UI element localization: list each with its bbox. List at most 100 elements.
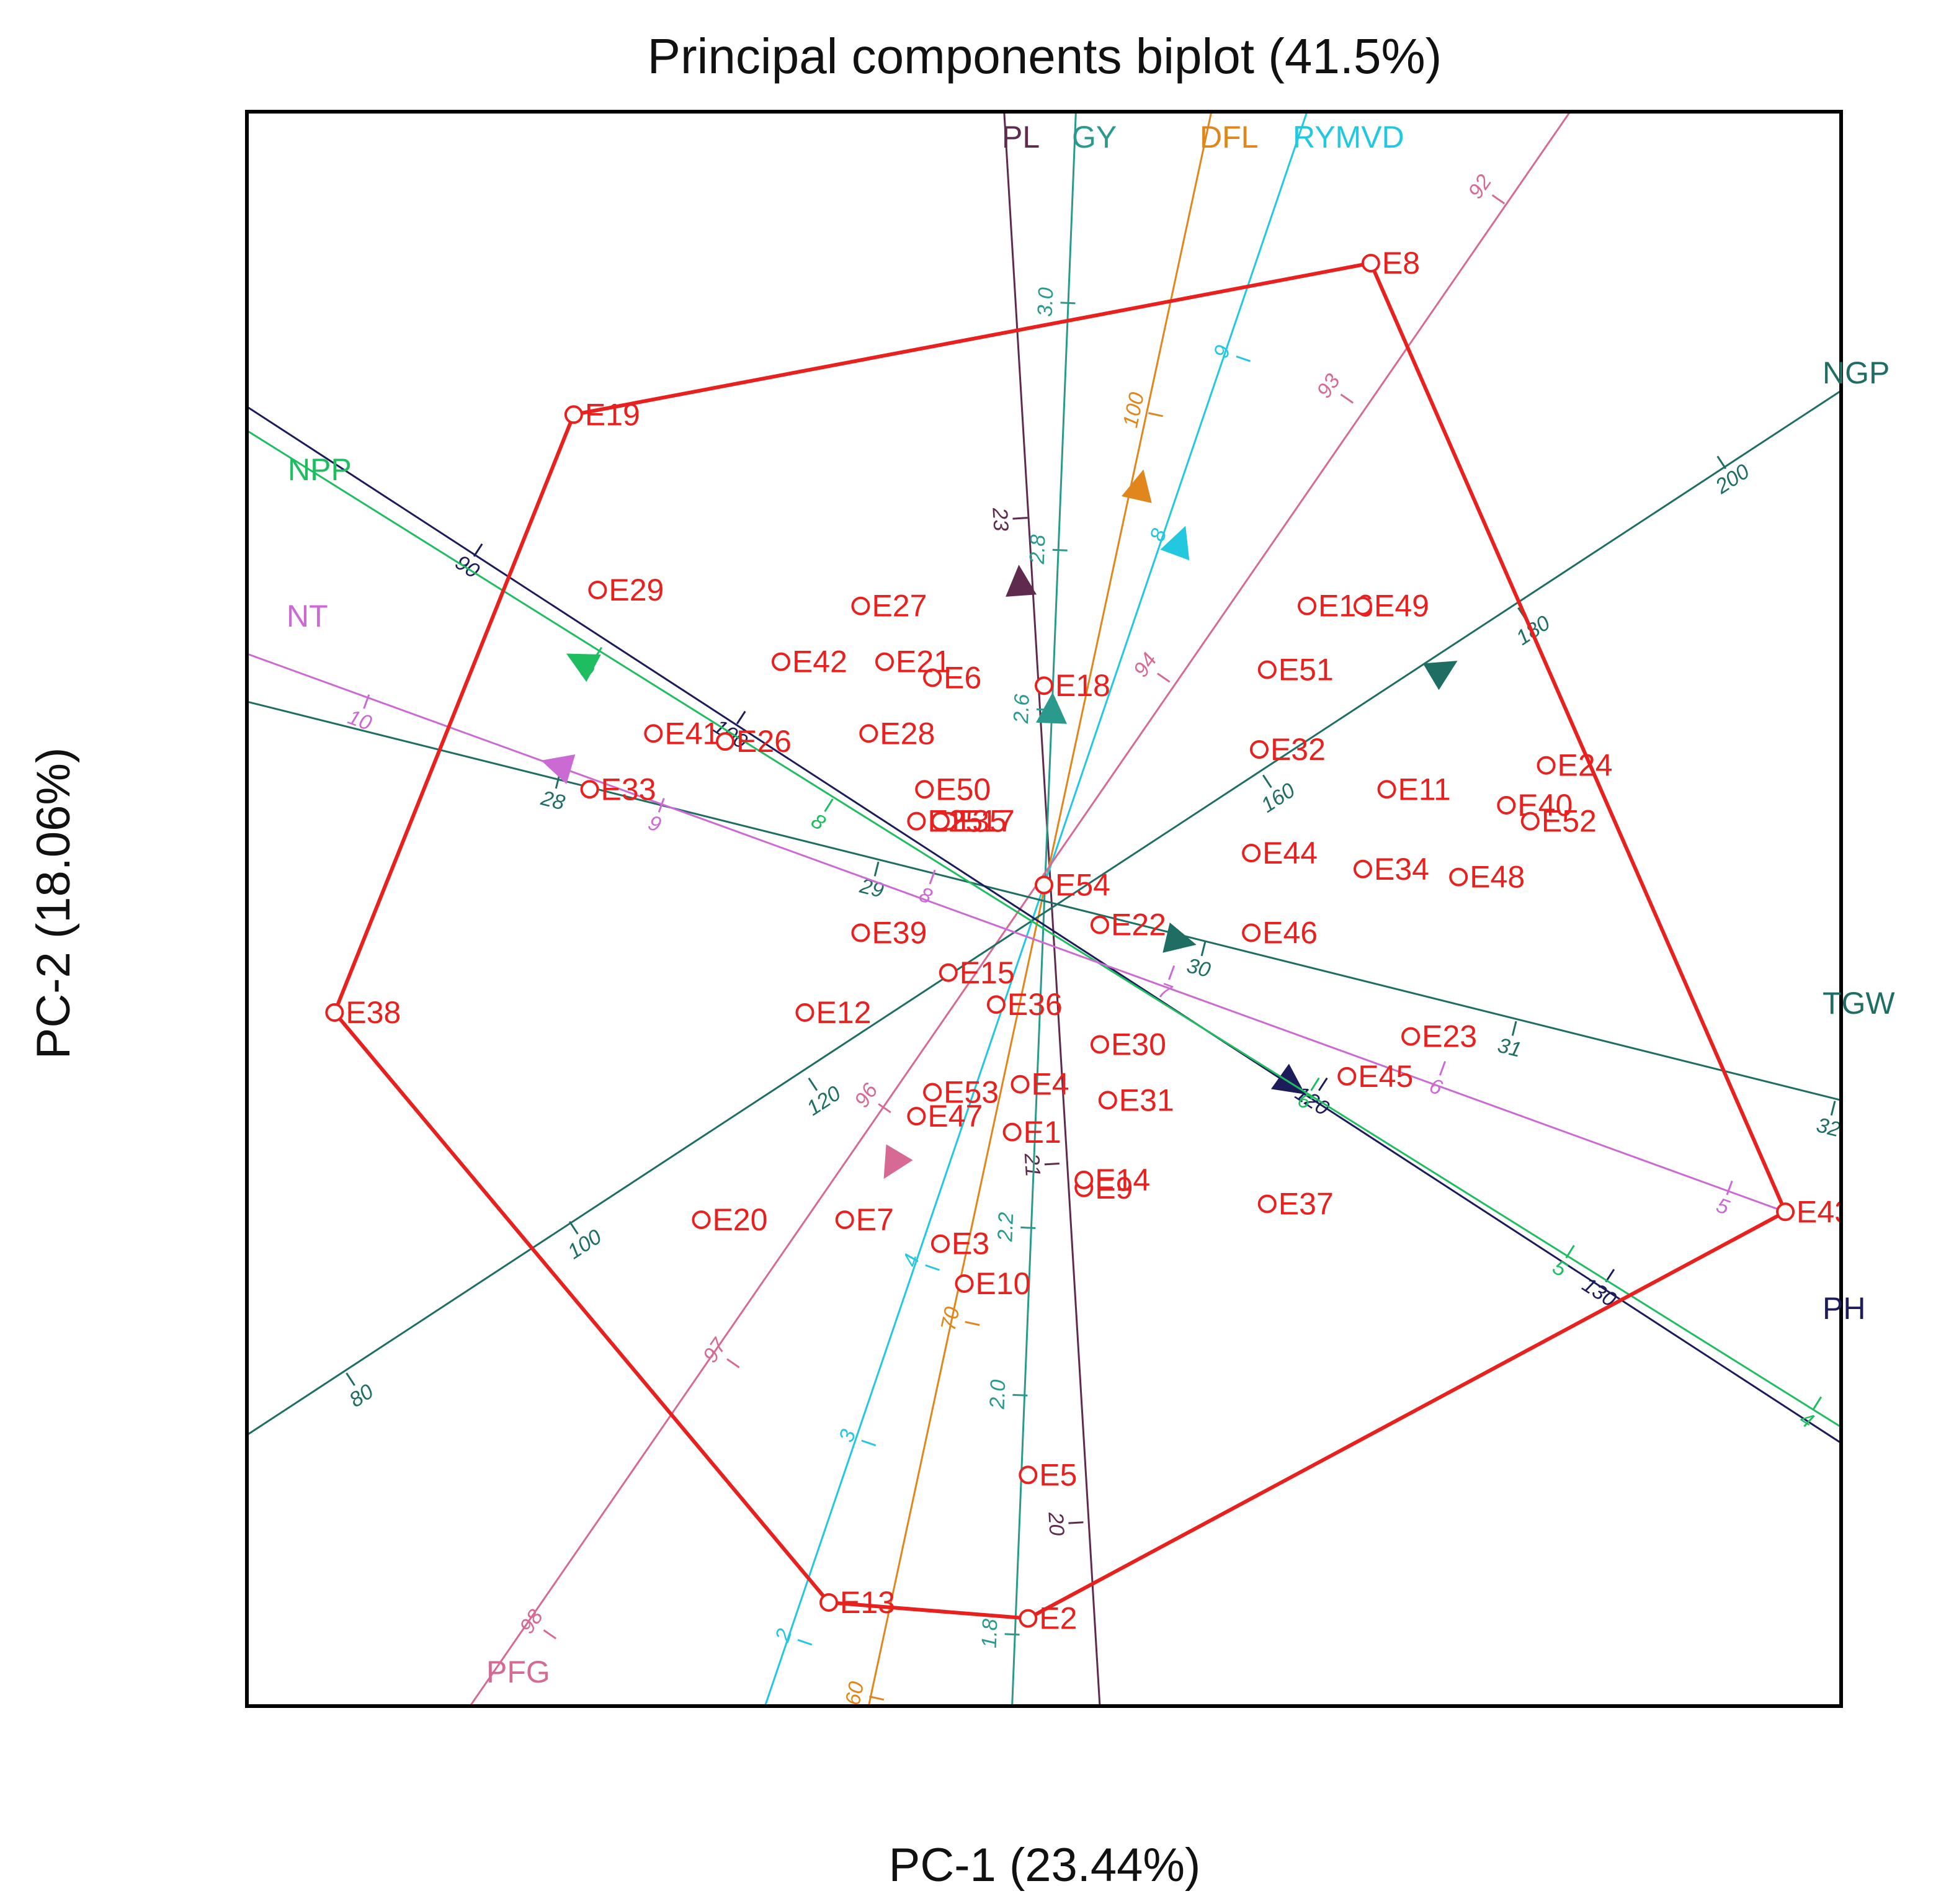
genotype-label: E38 [346, 995, 401, 1030]
trait-axis-gy [1011, 112, 1077, 1706]
trait-axis-dfl [867, 112, 1213, 1706]
genotype-marker [835, 1210, 854, 1230]
genotype-marker [1497, 795, 1516, 815]
genotype-marker [1242, 844, 1261, 863]
genotype-label: E19 [585, 397, 640, 432]
trait-tick-label-nt: 8 [916, 883, 935, 909]
trait-tick-label-dfl: 70 [937, 1305, 965, 1333]
genotype-marker [851, 596, 870, 615]
genotype-marker [851, 923, 870, 942]
genotype-label: E9 [1095, 1171, 1133, 1205]
genotype-label: E44 [1262, 836, 1318, 870]
genotype-label: E36 [1007, 987, 1063, 1022]
genotype-label: E47 [927, 1099, 983, 1133]
trait-label-ngp: NGP [1823, 355, 1890, 390]
genotype-marker [1361, 254, 1380, 273]
trait-tick-label-rymvd: 8 [1145, 525, 1171, 544]
genotype-marker [923, 668, 942, 687]
genotype-label: E49 [1374, 589, 1429, 623]
trait-tick-label-gy: 3.0 [1033, 287, 1058, 317]
trait-tick-label-npp: 8 [807, 809, 829, 835]
trait-tick-nt [929, 869, 936, 885]
trait-tick-pl [1068, 1521, 1084, 1524]
genotype-label: E24 [1558, 748, 1613, 783]
genotype-label: E22 [1111, 908, 1166, 942]
trait-tick-ph [1605, 1269, 1615, 1282]
trait-label-nt: NT [287, 599, 328, 633]
genotype-marker [907, 1107, 926, 1126]
trait-tick-ngp [808, 1077, 818, 1091]
genotype-marker [930, 811, 950, 831]
genotype-label: E10 [976, 1266, 1031, 1301]
genotype-marker [1449, 867, 1468, 887]
trait-tick-label-pl: 20 [1043, 1511, 1068, 1536]
genotype-marker [564, 405, 583, 424]
trait-axis-npp [247, 429, 1841, 1428]
trait-arrowhead-pfg [883, 1144, 913, 1179]
trait-label-rymvd: RYMVD [1293, 120, 1404, 154]
genotype-marker [588, 581, 607, 599]
trait-arrowhead-pl [1006, 565, 1037, 597]
trait-tick-ph [736, 710, 746, 725]
genotype-marker [1019, 1609, 1038, 1628]
genotype-label: E29 [609, 573, 664, 607]
trait-tick-pl [1044, 1162, 1060, 1166]
genotype-label: E21 [896, 645, 951, 679]
trait-tick-tgw [873, 861, 880, 877]
genotype-marker [915, 780, 934, 799]
trait-label-npp: NPP [288, 452, 352, 487]
genotype-label: E39 [872, 916, 927, 950]
genotype-marker [1377, 780, 1396, 799]
genotype-marker [859, 724, 878, 743]
genotype-marker [1249, 740, 1269, 759]
trait-tick-label-pfg: 93 [1312, 370, 1345, 403]
trait-label-pl: PL [1002, 120, 1040, 154]
trait-label-ph: PH [1823, 1291, 1865, 1326]
genotype-marker [644, 724, 663, 743]
trait-tick-pfg [1157, 673, 1171, 683]
trait-tick-rymvd [861, 1439, 877, 1447]
trait-tick-nt [1439, 1061, 1447, 1076]
trait-tick-label-rymvd: 4 [898, 1251, 924, 1270]
trait-tick-label-ngp: 200 [1711, 460, 1754, 499]
genotype-label: E30 [1111, 1027, 1166, 1062]
trait-tick-label-gy: 2.0 [986, 1379, 1011, 1410]
genotype-marker [1337, 1066, 1357, 1086]
polygon-hull [332, 261, 1788, 1620]
genotype-marker [939, 963, 958, 982]
trait-tick-dfl [869, 1696, 885, 1701]
genotype-marker [930, 1234, 950, 1253]
trait-tick-ph [473, 543, 483, 557]
genotype-marker [692, 1210, 711, 1230]
genotype-label: E42 [792, 645, 847, 679]
trait-tick-ngp [1262, 774, 1272, 789]
trait-arrowhead-gy [1035, 692, 1067, 724]
trait-tick-pfg [543, 1629, 557, 1640]
plot-frame [245, 110, 1843, 1708]
trait-tick-label-nt: 7 [1155, 978, 1175, 1005]
genotype-marker [1035, 875, 1053, 895]
genotype-marker [580, 780, 599, 799]
trait-tick-label-tgw: 28 [538, 786, 567, 815]
genotype-marker [1257, 660, 1277, 679]
trait-tick-nt [1168, 965, 1176, 980]
trait-tick-label-ngp: 100 [563, 1225, 605, 1264]
trait-tick-label-pfg: 97 [698, 1334, 731, 1367]
trait-tick-nt [658, 798, 665, 813]
trait-axis-ngp [247, 390, 1841, 1436]
trait-tick-label-npp: 5 [1548, 1256, 1571, 1282]
genotype-marker [1090, 1035, 1109, 1054]
genotype-label: E26 [736, 724, 792, 759]
genotype-label: E11 [1398, 772, 1451, 807]
x-axis-label: PC-1 (23.44%) [889, 1839, 1201, 1892]
trait-tick-nt [363, 694, 370, 709]
genotype-label: E4 [1031, 1067, 1069, 1102]
trait-axis-tgw [247, 700, 1841, 1101]
trait-tick-pfg [726, 1358, 740, 1369]
trait-label-tgw: TGW [1823, 986, 1895, 1021]
trait-tick-label-rymvd: 2 [770, 1625, 796, 1645]
trait-tick-label-tgw: 30 [1184, 954, 1213, 982]
trait-tick-label-rymvd: 3 [834, 1426, 860, 1445]
trait-tick-label-ngp: 120 [803, 1081, 845, 1120]
